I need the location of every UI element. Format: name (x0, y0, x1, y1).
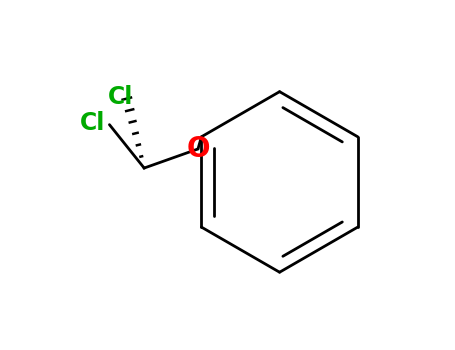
Text: Cl: Cl (108, 85, 133, 109)
Text: O: O (186, 135, 210, 163)
Text: Cl: Cl (80, 111, 105, 135)
